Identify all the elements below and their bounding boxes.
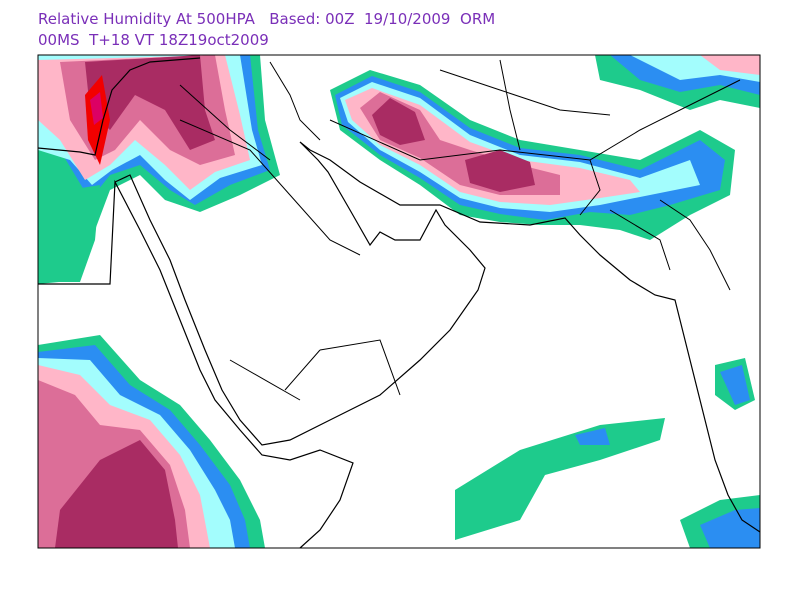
humidity-area	[455, 418, 665, 540]
humidity-area	[720, 365, 750, 405]
humidity-area	[700, 508, 760, 548]
map-frame	[37, 54, 761, 549]
coast-levant	[37, 57, 201, 156]
coast-africa	[38, 179, 354, 549]
borders	[179, 59, 741, 401]
humidity-area	[372, 98, 535, 192]
humidity-area	[38, 185, 100, 282]
coastlines	[37, 57, 761, 549]
title-line1: Relative Humidity At 500HPA Based: 00Z 1…	[38, 10, 495, 28]
humidity-area	[55, 440, 178, 548]
humidity-area	[700, 55, 760, 75]
humidity-area	[575, 428, 610, 445]
humidity-area	[90, 92, 103, 125]
humidity-area	[85, 55, 215, 150]
coast-arabia-india	[114, 141, 761, 533]
title-line2: 00MS T+18 VT 18Z19oct2009	[38, 31, 269, 49]
